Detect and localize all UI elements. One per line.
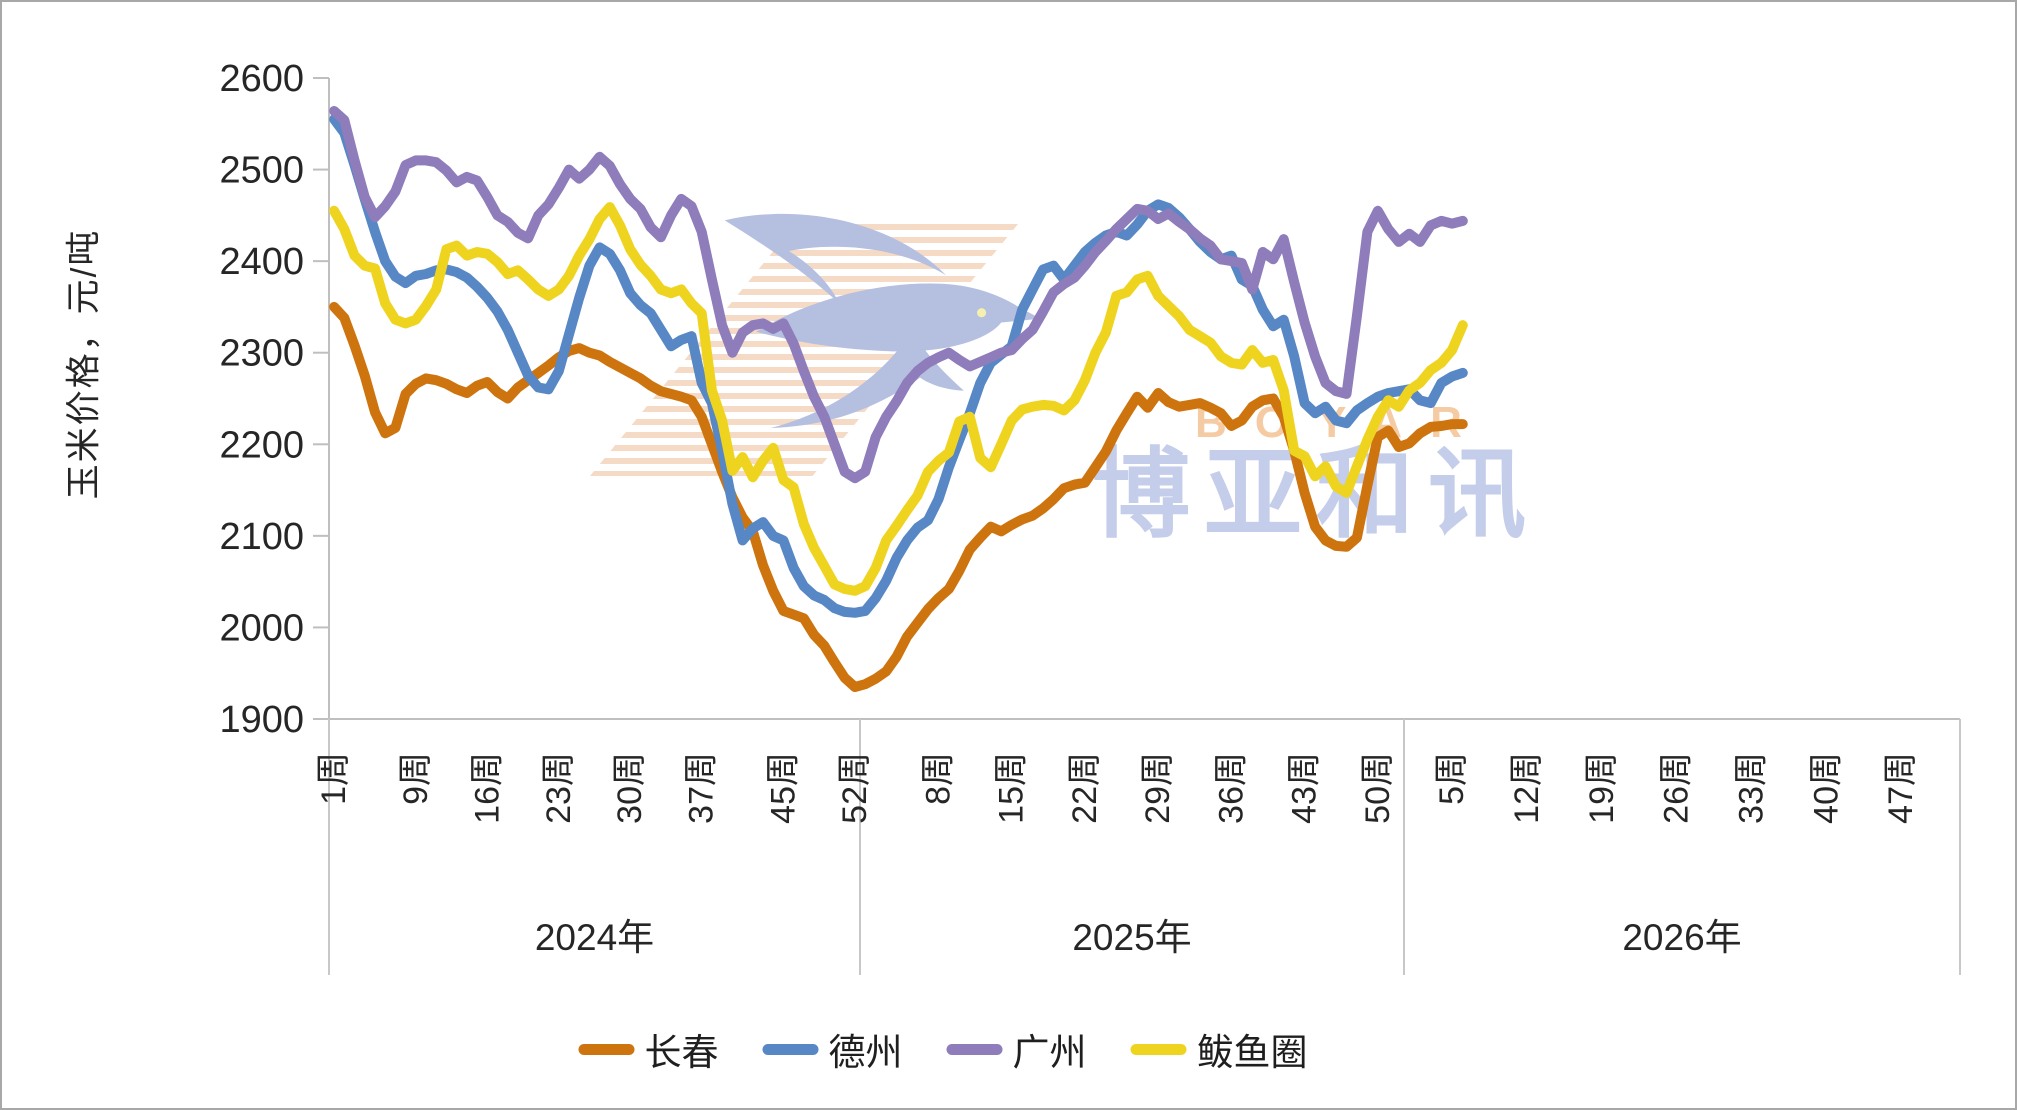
x-year-label: 2024年 bbox=[535, 917, 654, 958]
y-tick-label: 2200 bbox=[219, 424, 304, 466]
legend-swatch-changchun-icon bbox=[578, 1043, 635, 1055]
y-axis-title: 玉米价格，元/吨 bbox=[64, 228, 104, 500]
legend-label-changchun: 长春 bbox=[644, 1032, 719, 1073]
legend-swatch-dezhou-icon bbox=[762, 1043, 819, 1055]
legend-item-dezhou: 德州 bbox=[762, 1022, 903, 1076]
series-line-dezhou bbox=[329, 114, 1468, 618]
series-line-bayuquan bbox=[329, 202, 1468, 596]
x-week-label: 40周 bbox=[1807, 752, 1845, 824]
legend-item-bayuquan: 鲅鱼圈 bbox=[1130, 1022, 1308, 1076]
legend: 长春 德州 广州 鲅鱼圈 bbox=[578, 1022, 1308, 1076]
x-week-label: 22周 bbox=[1066, 752, 1104, 824]
y-tick-label: 2500 bbox=[219, 150, 304, 192]
legend-item-guangzhou: 广州 bbox=[946, 1022, 1087, 1076]
x-week-label: 45周 bbox=[764, 752, 802, 824]
x-week-label: 33周 bbox=[1733, 752, 1771, 824]
legend-label-dezhou: 德州 bbox=[828, 1032, 903, 1073]
x-week-label: 50周 bbox=[1359, 752, 1397, 824]
series-line-guangzhou bbox=[329, 106, 1468, 484]
x-week-label: 12周 bbox=[1508, 752, 1546, 824]
x-week-label: 15周 bbox=[993, 752, 1031, 824]
x-week-label: 37周 bbox=[683, 752, 721, 824]
x-week-label: 8周 bbox=[919, 752, 957, 805]
y-tick-label: 2300 bbox=[219, 333, 304, 375]
legend-item-changchun: 长春 bbox=[578, 1022, 719, 1076]
x-week-label: 19周 bbox=[1583, 752, 1621, 824]
x-week-label: 16周 bbox=[468, 752, 506, 824]
x-week-label: 30周 bbox=[611, 752, 649, 824]
y-tick-label: 2000 bbox=[219, 607, 304, 649]
y-tick-label: 2400 bbox=[219, 241, 304, 283]
x-year-label: 2026年 bbox=[1622, 917, 1741, 958]
legend-label-guangzhou: 广州 bbox=[1012, 1032, 1087, 1073]
x-week-label: 52周 bbox=[836, 752, 874, 824]
x-week-label: 36周 bbox=[1212, 752, 1250, 824]
series-line-changchun bbox=[329, 301, 1468, 692]
x-year-label: 2025年 bbox=[1072, 917, 1191, 958]
x-week-label: 1周 bbox=[315, 752, 353, 805]
y-tick-label: 1900 bbox=[219, 699, 304, 741]
x-week-label: 23周 bbox=[540, 752, 578, 824]
x-week-label: 43周 bbox=[1286, 752, 1324, 824]
x-week-label: 9周 bbox=[397, 752, 435, 805]
x-week-label: 5周 bbox=[1433, 752, 1471, 805]
x-week-label: 26周 bbox=[1658, 752, 1696, 824]
legend-swatch-bayuquan-icon bbox=[1130, 1043, 1187, 1055]
y-tick-label: 2100 bbox=[219, 516, 304, 558]
legend-swatch-guangzhou-icon bbox=[946, 1043, 1003, 1055]
x-week-label: 29周 bbox=[1139, 752, 1177, 824]
x-week-label: 47周 bbox=[1882, 752, 1920, 824]
legend-label-bayuquan: 鲅鱼圈 bbox=[1196, 1032, 1308, 1073]
y-tick-label: 2600 bbox=[219, 58, 304, 100]
